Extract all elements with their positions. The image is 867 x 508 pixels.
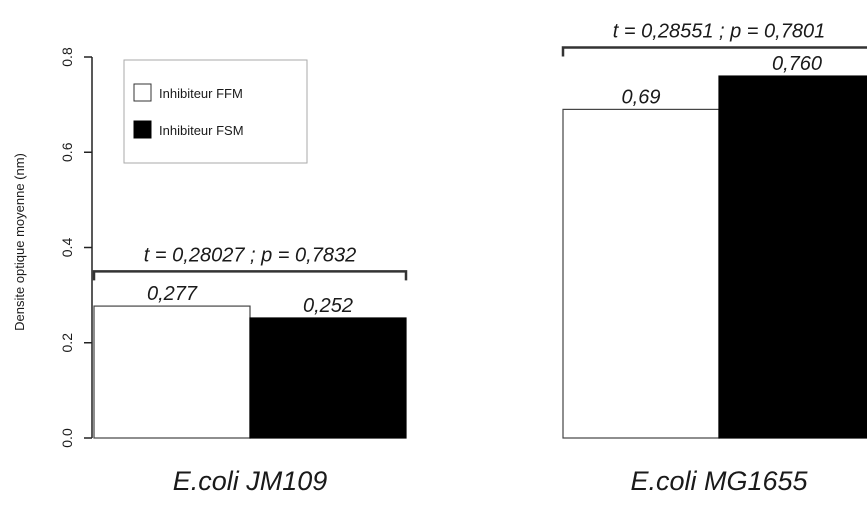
- data-label: 0,760: [772, 53, 822, 75]
- x-category-label: E.coli JM109: [173, 466, 328, 496]
- bars: 0,277 0,252 0,69 0,760: [93, 53, 867, 439]
- x-category-label: E.coli MG1655: [630, 466, 808, 496]
- significance-bracket: [92, 270, 408, 281]
- y-axis: 0.0 0.2 0.4 0.6 0.8: [59, 47, 93, 448]
- bar: [93, 305, 251, 439]
- bar: [249, 317, 407, 439]
- data-label: 0,277: [147, 283, 198, 305]
- data-label: 0,69: [622, 86, 661, 108]
- legend-swatch-ffm: [133, 83, 152, 102]
- y-tick-label: 0.0: [59, 428, 75, 448]
- category-labels: E.coli JM109 E.coli MG1655: [173, 466, 809, 496]
- y-tick-label: 0.2: [59, 333, 75, 353]
- y-axis-label: Densite optique moyenne (nm): [12, 153, 27, 331]
- significance-annotations: t = 0,28027 ; p = 0,7832 t = 0,28551 ; p …: [92, 20, 867, 281]
- bar: [562, 108, 720, 439]
- significance-bracket: [561, 46, 867, 57]
- y-tick-label: 0.8: [59, 47, 75, 67]
- stat-annotation: t = 0,28027 ; p = 0,7832: [144, 244, 356, 266]
- bar: [718, 75, 867, 439]
- y-tick-label: 0.4: [59, 238, 75, 258]
- y-tick-label: 0.6: [59, 142, 75, 162]
- legend-label-fsm: Inhibiteur FSM: [159, 123, 244, 138]
- legend: Inhibiteur FFM Inhibiteur FSM: [123, 59, 308, 164]
- stat-annotation: t = 0,28551 ; p = 0,7801: [613, 20, 825, 42]
- legend-swatch-fsm: [133, 120, 152, 139]
- legend-label-ffm: Inhibiteur FFM: [159, 86, 243, 101]
- legend-box: [123, 59, 308, 164]
- data-label: 0,252: [303, 295, 353, 317]
